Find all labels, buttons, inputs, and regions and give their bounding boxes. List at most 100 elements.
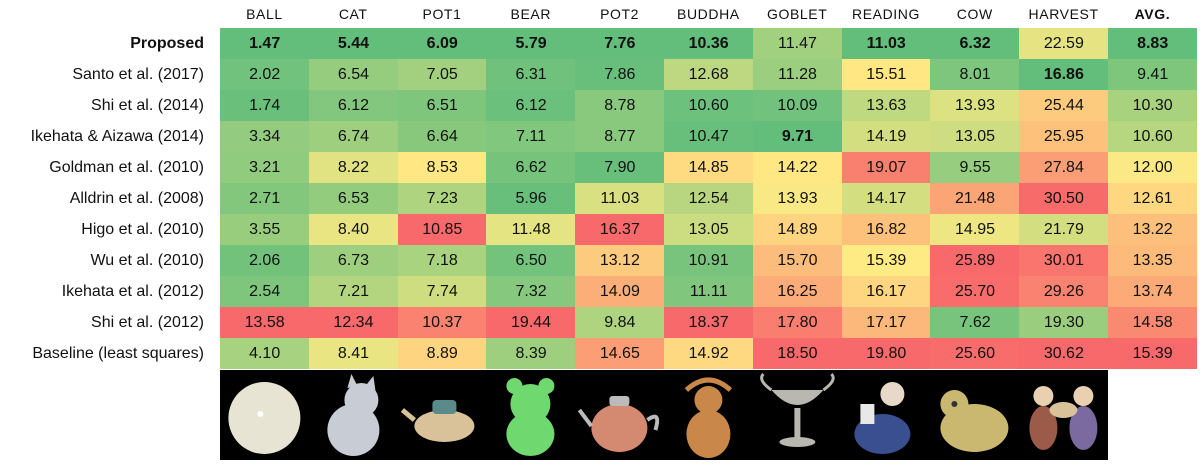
heatmap-cell: 14.92: [664, 338, 754, 369]
heatmap-cell: 3.21: [220, 152, 310, 183]
heatmap-cell: 13.93: [752, 183, 843, 214]
column-header-pot1: POT1: [422, 6, 462, 22]
heatmap-cell: 8.01: [930, 59, 1020, 90]
heatmap-cell: 25.89: [930, 245, 1020, 276]
heatmap-cell: 8.78: [575, 90, 665, 121]
heatmap-cell: 6.54: [308, 59, 399, 90]
heatmap-cell: 13.93: [930, 90, 1020, 121]
heatmap-cell: 13.12: [575, 245, 665, 276]
heatmap-cell: 14.65: [575, 338, 665, 369]
heatmap-cell: 6.51: [397, 90, 487, 121]
heatmap-cell: 29.26: [1019, 276, 1109, 307]
heatmap-cell: 19.30: [1019, 307, 1109, 338]
heatmap-cell: 13.58: [220, 307, 310, 338]
heatmap-cell: 5.79: [486, 28, 576, 59]
heatmap-cell: 8.40: [308, 214, 399, 245]
heatmap-cell: 10.60: [664, 90, 754, 121]
heatmap-cell: 16.17: [841, 276, 931, 307]
heatmap-cell: 13.74: [1108, 276, 1198, 307]
heatmap-cell: 8.22: [308, 152, 399, 183]
thumbnail-bear: [486, 370, 575, 460]
column-header-harvest: HARVEST: [1028, 6, 1099, 22]
heatmap-cell: 5.44: [308, 28, 399, 59]
row-label: Baseline (least squares): [32, 345, 204, 362]
heatmap-cell: 19.44: [486, 307, 576, 338]
heatmap-cell: 6.53: [308, 183, 399, 214]
heatmap-cell: 3.55: [220, 214, 310, 245]
heatmap-cell: 30.01: [1019, 245, 1109, 276]
heatmap-cell: 14.95: [930, 214, 1020, 245]
heatmap-cell: 8.77: [575, 121, 665, 152]
heatmap-cell: 16.25: [752, 276, 843, 307]
heatmap-cell: 8.41: [308, 338, 399, 369]
heatmap-cell: 13.05: [664, 214, 754, 245]
heatmap-cell: 12.54: [664, 183, 754, 214]
heatmap-cell: 13.35: [1108, 245, 1198, 276]
row-label: Santo et al. (2017): [72, 66, 204, 83]
heatmap-cell: 14.89: [752, 214, 843, 245]
heatmap-cell: 11.03: [575, 183, 665, 214]
row-label: Alldrin et al. (2008): [69, 190, 204, 207]
heatmap-cell: 15.51: [841, 59, 931, 90]
heatmap-cell: 10.09: [752, 90, 843, 121]
heatmap-cell: 10.60: [1108, 121, 1198, 152]
heatmap-cell: 14.17: [841, 183, 931, 214]
heatmap-cell: 15.70: [752, 245, 843, 276]
heatmap-cell: 10.30: [1108, 90, 1198, 121]
heatmap-cell: 8.39: [486, 338, 576, 369]
heatmap-cell: 11.03: [841, 28, 931, 59]
column-header-ball: BALL: [246, 6, 283, 22]
heatmap-cell: 11.47: [752, 28, 843, 59]
row-label: Shi et al. (2014): [91, 97, 204, 114]
column-header-buddha: BUDDHA: [677, 6, 740, 22]
heatmap-cell: 6.62: [486, 152, 576, 183]
row-label: Ikehata et al. (2012): [61, 283, 204, 300]
heatmap-cell: 6.31: [486, 59, 576, 90]
heatmap-cell: 19.80: [841, 338, 931, 369]
heatmap-cell: 10.37: [397, 307, 487, 338]
heatmap-cell: 6.32: [930, 28, 1020, 59]
heatmap-cell: 7.23: [397, 183, 487, 214]
heatmap-cell: 14.09: [575, 276, 665, 307]
column-header-reading: READING: [851, 6, 920, 22]
heatmap-cell: 12.34: [308, 307, 399, 338]
heatmap-cell: 7.05: [397, 59, 487, 90]
heatmap-cell: 12.61: [1108, 183, 1198, 214]
heatmap-cell: 14.19: [841, 121, 931, 152]
heatmap-cell: 2.71: [220, 183, 310, 214]
heatmap-cell: 14.22: [752, 152, 843, 183]
column-header-pot2: POT2: [600, 6, 640, 22]
column-header-goblet: GOBLET: [766, 6, 828, 22]
heatmap-cell: 9.71: [752, 121, 843, 152]
heatmap-cell: 6.12: [486, 90, 576, 121]
thumbnail-harvest: [1019, 370, 1108, 460]
heatmap-cell: 6.64: [397, 121, 487, 152]
heatmap-cell: 15.39: [841, 245, 931, 276]
heatmap-cell: 22.59: [1019, 28, 1109, 59]
row-label: Proposed: [130, 35, 204, 52]
heatmap-cell: 10.91: [664, 245, 754, 276]
heatmap-cell: 7.21: [308, 276, 399, 307]
heatmap-cell: 2.06: [220, 245, 310, 276]
heatmap-cell: 13.22: [1108, 214, 1198, 245]
heatmap-cell: 14.85: [664, 152, 754, 183]
heatmap-cell: 7.62: [930, 307, 1020, 338]
heatmap-cell: 12.68: [664, 59, 754, 90]
heatmap-cell: 27.84: [1019, 152, 1109, 183]
heatmap-cell: 5.96: [486, 183, 576, 214]
column-header-bear: BEAR: [510, 6, 552, 22]
heatmap-cell: 1.74: [220, 90, 310, 121]
heatmap-cell: 21.48: [930, 183, 1020, 214]
heatmap-cell: 4.10: [220, 338, 310, 369]
object-thumbnail-strip: [220, 370, 1108, 460]
heatmap-cell: 7.86: [575, 59, 665, 90]
heatmap-cell: 7.32: [486, 276, 576, 307]
heatmap-cell: 7.74: [397, 276, 487, 307]
heatmap-cell: 11.11: [664, 276, 754, 307]
heatmap-cell: 8.89: [397, 338, 487, 369]
heatmap-cell: 19.07: [841, 152, 931, 183]
heatmap-cell: 25.95: [1019, 121, 1109, 152]
heatmap-cell: 3.34: [220, 121, 310, 152]
heatmap-cell: 16.37: [575, 214, 665, 245]
heatmap-cell: 6.09: [397, 28, 487, 59]
